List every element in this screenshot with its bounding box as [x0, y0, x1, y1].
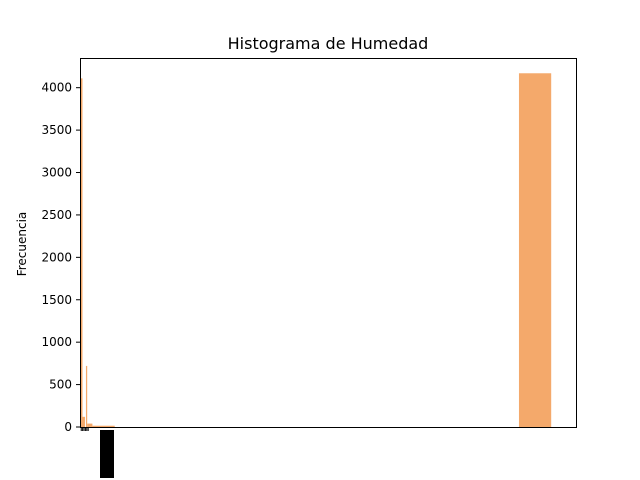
y-tick-label-6: 3000	[41, 166, 72, 180]
histogram-bar-0	[80, 78, 83, 428]
y-tick-label-2: 1000	[41, 335, 72, 349]
y-tick-label-7: 3500	[41, 123, 72, 137]
histogram-bar-4	[92, 425, 115, 427]
histogram-bar-2	[85, 365, 88, 427]
y-tick-label-3: 1500	[41, 293, 72, 307]
plot-frame	[80, 58, 577, 428]
y-ticks-group: 0 500 1000 1500 2000 2500 3000 3500 4000	[41, 81, 80, 434]
x-tick-labels-overlap	[100, 430, 114, 478]
y-tick-label-0: 0	[64, 420, 72, 434]
y-tick-label-8: 4000	[41, 81, 72, 95]
chart-title: Histograma de Humedad	[228, 34, 429, 53]
y-tick-label-4: 2000	[41, 250, 72, 264]
histogram-bar-3	[87, 423, 93, 427]
bars-group	[80, 73, 552, 428]
histogram-bar-5	[518, 73, 552, 427]
y-axis-label: Frecuencia	[15, 212, 29, 277]
x-ticks-group	[80, 427, 114, 478]
histogram-bar-1	[82, 416, 85, 427]
y-tick-label-5: 2500	[41, 208, 72, 222]
y-tick-label-1: 500	[49, 378, 72, 392]
